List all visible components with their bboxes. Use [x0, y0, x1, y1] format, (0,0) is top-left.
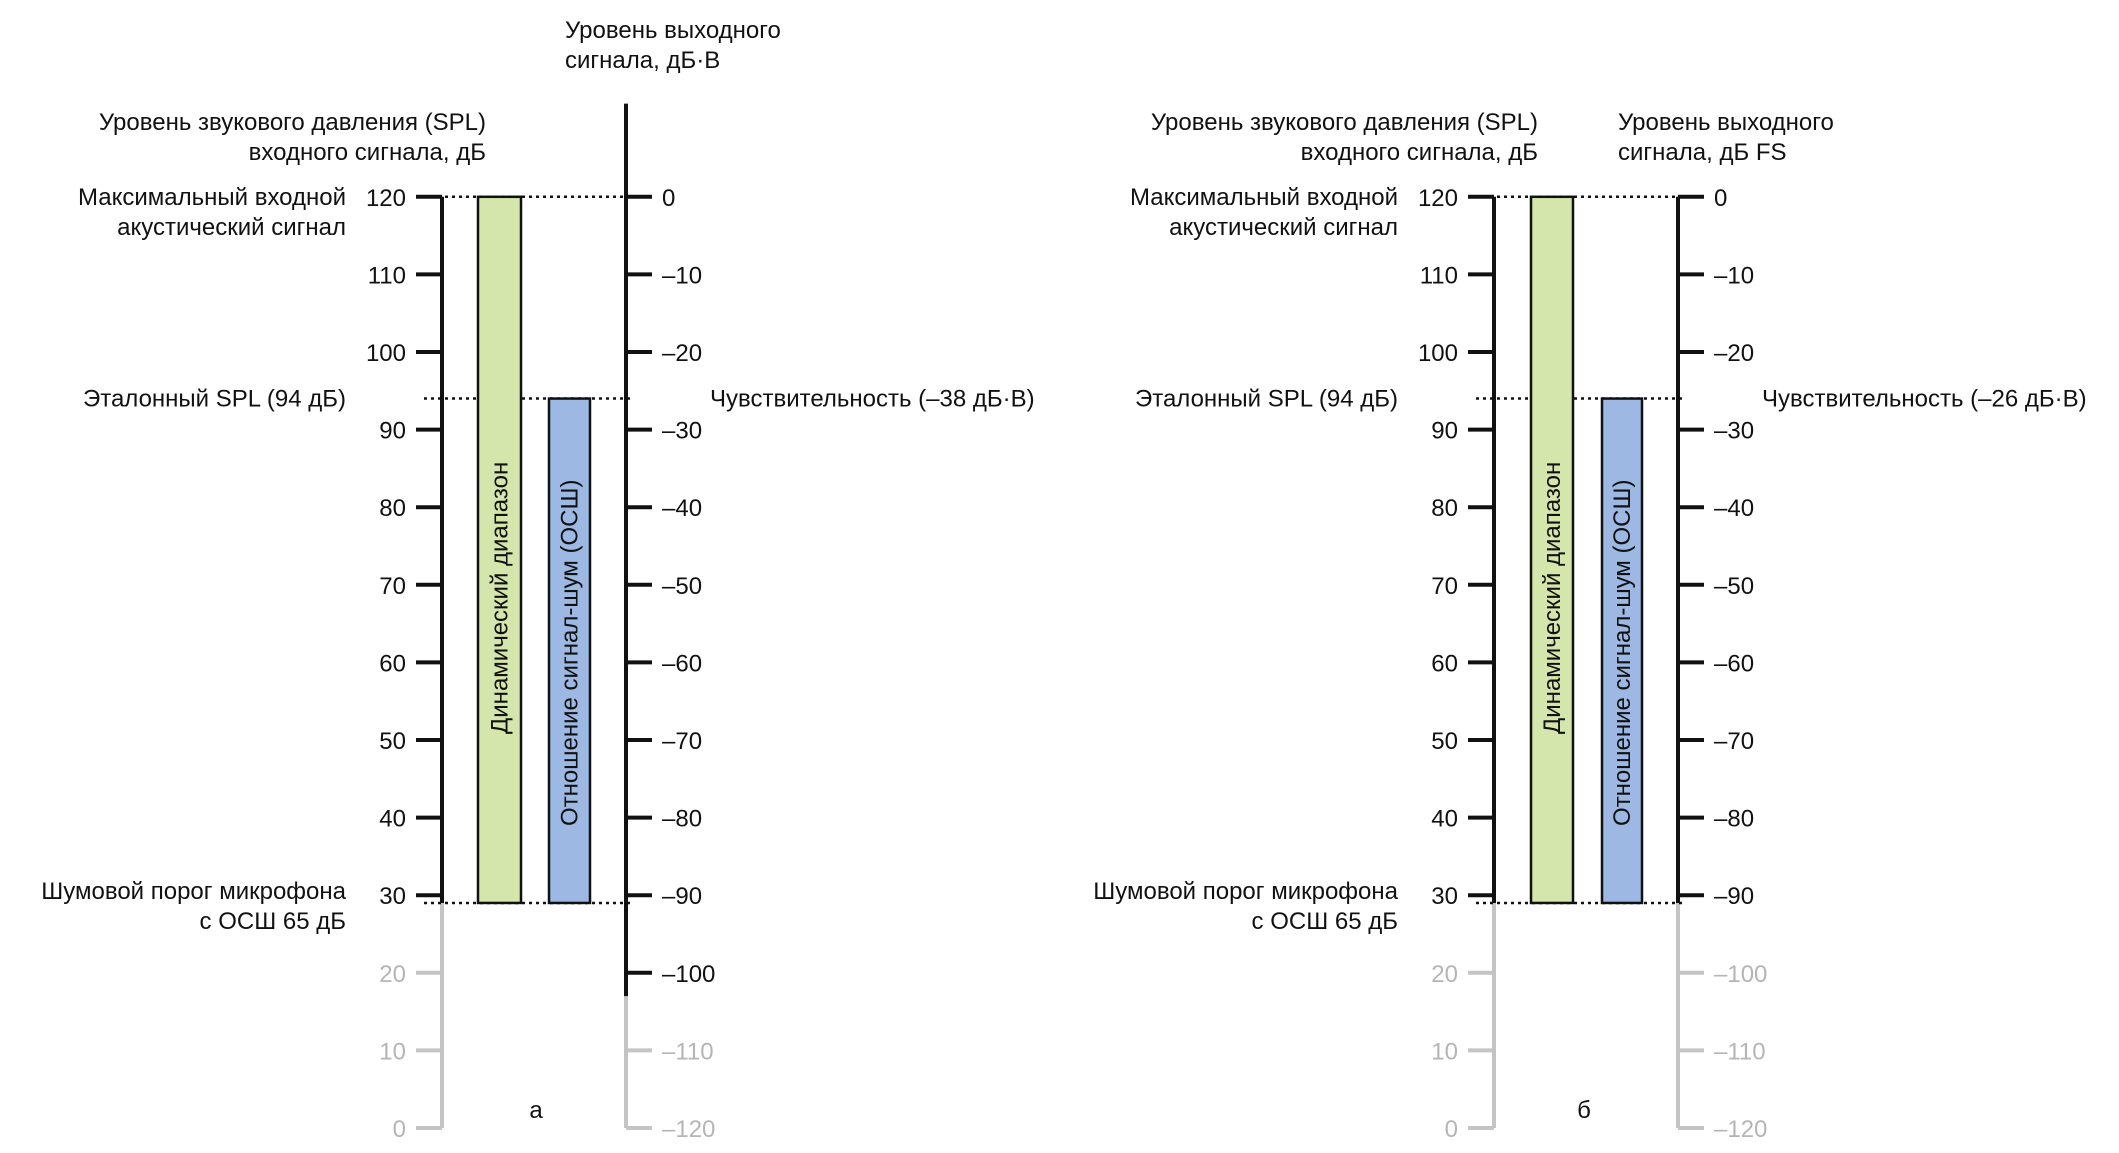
output-tick-label: –120 — [1714, 1116, 1767, 1143]
dynamic-range-bar — [476, 195, 523, 905]
dynamic-range-bar — [1529, 195, 1575, 905]
input-tick-label: 10 — [379, 1038, 406, 1065]
output-tick-label: –80 — [662, 806, 702, 833]
input-tick-label: 20 — [1431, 961, 1458, 988]
reference-spl-label: Эталонный SPL (94 дБ) — [83, 386, 346, 413]
output-tick-label: –30 — [662, 418, 702, 445]
input-tick-label: 110 — [368, 262, 406, 289]
input-tick-label: 40 — [379, 806, 406, 833]
output-tick-label: 0 — [1714, 185, 1727, 212]
input-tick-label: 10 — [1431, 1038, 1458, 1065]
max-input-label: акустический сигнал — [117, 214, 346, 241]
output-axis-title: Уровень выходного — [565, 17, 781, 44]
output-tick-label: –20 — [662, 340, 702, 367]
panel-label: б — [1577, 1097, 1591, 1124]
output-tick-label: –40 — [1714, 495, 1754, 522]
output-axis-title: сигнала, дБ FS — [1618, 139, 1787, 166]
output-tick-label: –50 — [1714, 573, 1754, 600]
input-axis-title: Уровень звукового давления (SPL) — [1151, 109, 1538, 136]
output-tick-label: –70 — [662, 728, 702, 755]
panel-a: 0 10 20 30 40 50 60 70 80 90 100 110 120 0 –10 –20 –30 –4… — [41, 17, 1034, 1143]
snr-label: Отношение сигнал-шум (ОСШ) — [1609, 480, 1636, 826]
input-axis-title: Уровень звукового давления (SPL) — [99, 109, 486, 136]
input-tick-label: 100 — [1418, 340, 1458, 367]
input-tick-label: 110 — [1420, 262, 1458, 289]
dynamic-range-label: Динамический диапазон — [487, 462, 514, 734]
output-tick-label: –20 — [1714, 340, 1754, 367]
output-tick-label: –70 — [1714, 728, 1754, 755]
reference-spl-label: Эталонный SPL (94 дБ) — [1135, 386, 1398, 413]
input-axis-title: входного сигнала, дБ — [1301, 139, 1538, 166]
output-tick-label: –60 — [662, 650, 702, 677]
output-tick-label: –10 — [1714, 262, 1754, 289]
input-tick-label: 50 — [1431, 728, 1458, 755]
input-tick-label: 120 — [366, 185, 406, 212]
input-tick-label: 50 — [379, 728, 406, 755]
output-tick-label: –110 — [1714, 1038, 1766, 1065]
noise-floor-label: с ОСШ 65 дБ — [200, 908, 346, 935]
input-tick-label: 70 — [379, 573, 406, 600]
input-tick-label: 0 — [1445, 1116, 1458, 1143]
sensitivity-label: Чувствительность (–26 дБ·В) — [1762, 386, 2087, 413]
input-tick-label: 60 — [379, 650, 406, 677]
max-input-label: Максимальный входной — [78, 184, 346, 211]
output-tick-label: –60 — [1714, 650, 1754, 677]
input-tick-label: 80 — [1431, 495, 1458, 522]
max-input-label: акустический сигнал — [1169, 214, 1398, 241]
output-tick-label: –90 — [662, 883, 702, 910]
input-tick-label: 100 — [366, 340, 406, 367]
input-tick-label: 120 — [1418, 185, 1458, 212]
sensitivity-label: Чувствительность (–38 дБ·В) — [710, 386, 1035, 413]
input-tick-label: 0 — [393, 1116, 406, 1143]
output-tick-label: –30 — [1714, 418, 1754, 445]
panel-b: 0 10 20 30 40 50 60 70 80 90 100 110 120 0 –10 –20 –30 –4… — [1093, 109, 2086, 1143]
noise-floor-label: Шумовой порог микрофона — [41, 878, 346, 905]
input-tick-label: 20 — [379, 961, 406, 988]
input-tick-label: 30 — [1431, 883, 1458, 910]
output-tick-label: –100 — [662, 961, 715, 988]
noise-floor-label: с ОСШ 65 дБ — [1252, 908, 1398, 935]
input-tick-label: 60 — [1431, 650, 1458, 677]
noise-floor-label: Шумовой порог микрофона — [1093, 878, 1398, 905]
panel-label: а — [529, 1097, 543, 1124]
snr-label: Отношение сигнал-шум (ОСШ) — [557, 480, 584, 826]
output-tick-label: –80 — [1714, 806, 1754, 833]
output-tick-label: 0 — [662, 185, 675, 212]
output-tick-label: –120 — [662, 1116, 715, 1143]
snr-bar — [1600, 397, 1644, 905]
snr-bar — [547, 397, 592, 905]
output-tick-label: –110 — [662, 1038, 714, 1065]
output-axis-title: сигнала, дБ·В — [565, 47, 720, 74]
output-tick-label: –50 — [662, 573, 702, 600]
output-tick-label: –40 — [662, 495, 702, 522]
input-tick-label: 30 — [379, 883, 406, 910]
max-input-label: Максимальный входной — [1130, 184, 1398, 211]
input-tick-label: 90 — [379, 418, 406, 445]
input-tick-label: 40 — [1431, 806, 1458, 833]
dynamic-range-label: Динамический диапазон — [1539, 462, 1566, 734]
output-tick-label: –90 — [1714, 883, 1754, 910]
input-tick-label: 90 — [1431, 418, 1458, 445]
output-tick-label: –10 — [662, 262, 702, 289]
output-tick-label: –100 — [1714, 961, 1767, 988]
input-tick-label: 70 — [1431, 573, 1458, 600]
output-axis-title: Уровень выходного — [1618, 109, 1834, 136]
input-tick-label: 80 — [379, 495, 406, 522]
input-axis-title: входного сигнала, дБ — [249, 139, 486, 166]
